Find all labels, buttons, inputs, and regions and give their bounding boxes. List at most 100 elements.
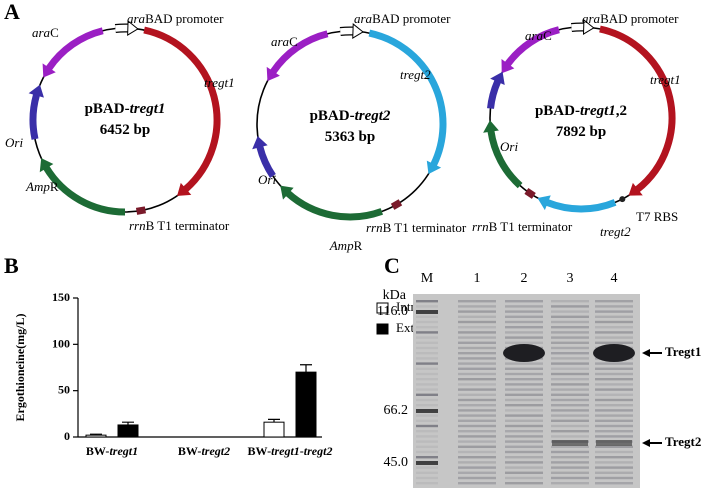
gel-band [458, 430, 496, 433]
arrow-label: Tregt2 [665, 434, 701, 449]
gel-band [458, 357, 496, 360]
gel-band [458, 409, 496, 412]
gel-band [595, 482, 633, 485]
gene-arrowhead [280, 185, 294, 200]
error-bar [268, 418, 280, 423]
gel-band [416, 476, 438, 480]
marker-band [416, 310, 438, 314]
lane-label: 2 [521, 271, 528, 286]
gel-band [551, 362, 589, 365]
feature-label: AmpR [25, 179, 59, 194]
gel-band [551, 305, 589, 308]
panel-label: A [4, 0, 20, 24]
feature-label: tregt1 [204, 75, 235, 90]
gel-band [595, 461, 633, 464]
gel-band [458, 456, 496, 459]
y-tick-label: 50 [58, 382, 70, 396]
gel-band [416, 419, 438, 422]
gel-band [551, 424, 589, 428]
gel-band [595, 409, 633, 412]
terminator [135, 206, 147, 215]
gel-band [416, 315, 438, 318]
bar [117, 424, 139, 438]
gel-band [505, 372, 543, 376]
panel-label: B [4, 253, 19, 278]
feature-label: AmpR [329, 238, 363, 253]
gene-arc [46, 27, 104, 71]
gel-band [458, 466, 496, 469]
gel-band [551, 326, 589, 329]
panel-label: C [384, 253, 400, 278]
gel-band [458, 445, 496, 448]
gel-band [595, 430, 633, 433]
gel-band [416, 435, 438, 438]
gel-band [416, 346, 438, 350]
error-bar [122, 421, 134, 425]
feature-label: Ori [500, 139, 518, 154]
gene-arc [256, 145, 276, 178]
gene-arc [43, 165, 126, 216]
gel-band [595, 326, 633, 329]
terminator [390, 199, 403, 210]
gel-band [416, 362, 438, 365]
gene-arc [339, 27, 354, 35]
gene-arrowhead [582, 19, 595, 35]
gel-band [551, 315, 589, 318]
gel-band [505, 476, 543, 480]
gel-band [416, 445, 438, 448]
gel-band [595, 393, 633, 396]
gel-band [505, 300, 543, 303]
rbs [619, 196, 626, 203]
gel-band [505, 315, 543, 318]
gel-band [595, 414, 633, 417]
protein-band [593, 344, 635, 362]
feature-label: Ori [5, 135, 23, 150]
gel-band [505, 310, 543, 313]
gel-band [595, 398, 633, 402]
terminator [524, 188, 536, 199]
gel-band [595, 456, 633, 459]
gene-arc [270, 30, 329, 74]
gene-arrowhead [39, 158, 54, 173]
plasmid-name: pBAD-tregt2 [310, 108, 391, 124]
gel-band [595, 404, 633, 407]
marker-label: 66.2 [384, 403, 409, 418]
gel-band [458, 414, 496, 417]
gel-band [551, 471, 589, 474]
gel [413, 294, 640, 488]
gel-band [551, 414, 589, 417]
gene-arc [285, 190, 384, 221]
gel-band [416, 320, 438, 324]
gel-band [458, 378, 496, 381]
gel-band [551, 450, 589, 454]
gel-band [458, 404, 496, 407]
gel-band [505, 326, 543, 329]
gene-arc [115, 24, 128, 32]
gel-band [505, 320, 543, 324]
gel-band [595, 466, 633, 469]
gene-arc [599, 25, 676, 193]
gel-band [595, 450, 633, 454]
gel-band [458, 300, 496, 303]
gel-band [595, 336, 633, 339]
gel-band [505, 393, 543, 396]
gel-band [551, 310, 589, 313]
gel-band [416, 398, 438, 402]
gel-band [595, 388, 633, 391]
gene-arc [504, 26, 560, 67]
gel-band [505, 461, 543, 464]
gel-band [505, 445, 543, 448]
gene-arrowhead [266, 66, 280, 82]
gel-band [416, 341, 438, 344]
gene-arrowhead [483, 120, 499, 133]
gel-band [416, 430, 438, 433]
gel-band [551, 367, 589, 370]
gel-band [551, 476, 589, 480]
gel-band [458, 320, 496, 324]
gel-band [551, 404, 589, 407]
protein-band [552, 440, 588, 446]
gel-band [551, 393, 589, 396]
gel-band [551, 346, 589, 350]
gel-band [458, 398, 496, 402]
